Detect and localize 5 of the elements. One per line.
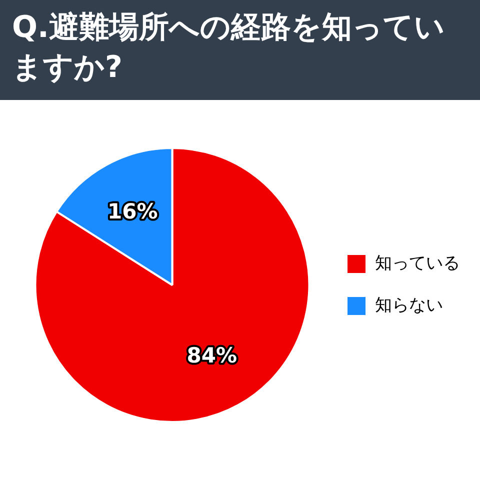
data-label: 16% [108,199,158,224]
legend-label: 知らない [375,295,443,316]
data-label: 84% [186,343,237,368]
legend-label: 知っている [375,253,460,274]
chart-title: Q.避難場所への経路を知っていますか? [0,0,480,100]
